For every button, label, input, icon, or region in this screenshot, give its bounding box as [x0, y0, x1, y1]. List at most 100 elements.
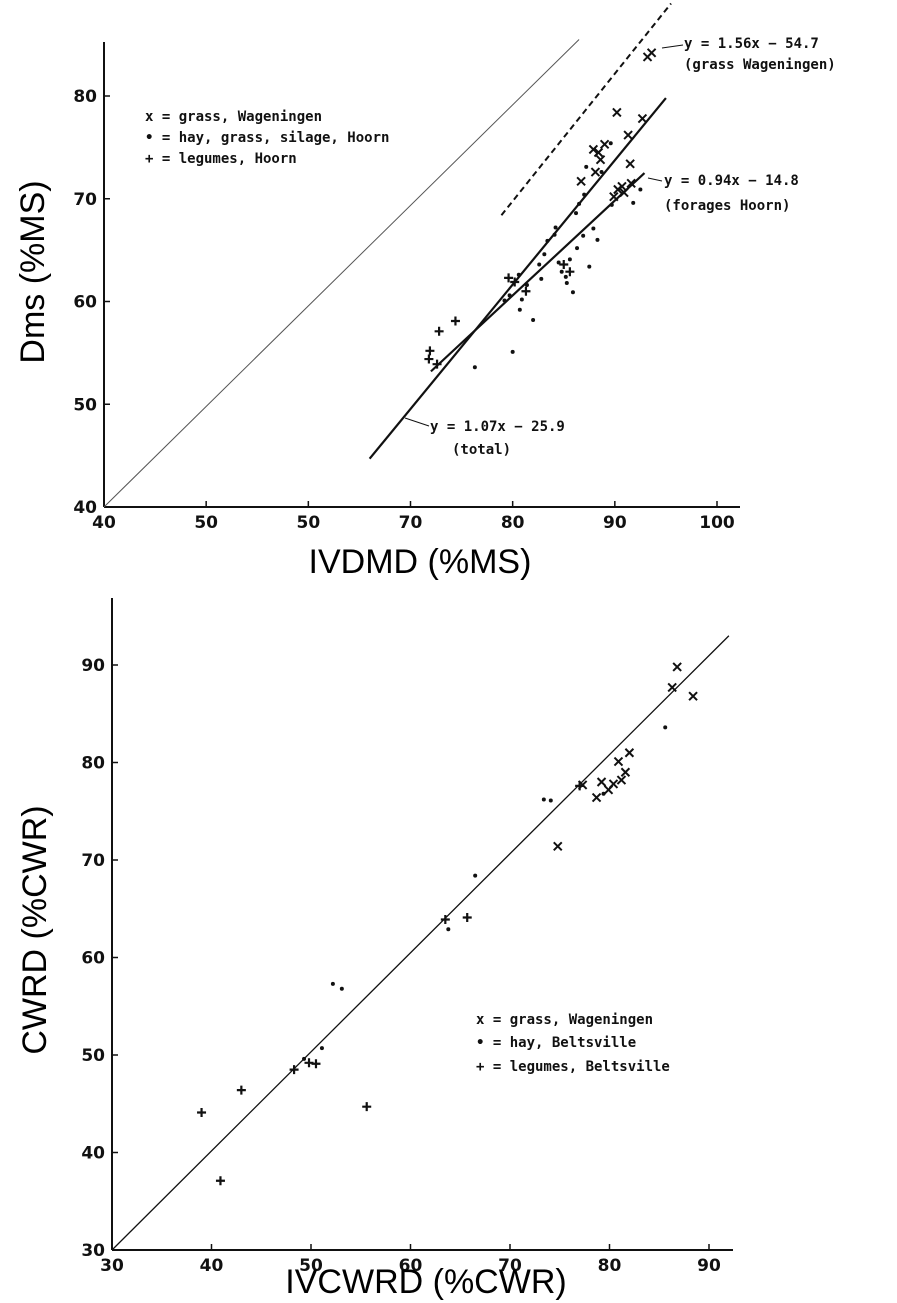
point-hay-grass-silage-hoorn — [584, 164, 589, 169]
point-hay-grass-silage-hoorn — [577, 201, 582, 206]
point-hay-grass-silage-hoorn — [553, 225, 558, 230]
point-legumes-hoorn — [450, 316, 460, 326]
point-hay-grass-silage-hoorn — [559, 269, 564, 274]
chart1-axes — [103, 42, 740, 508]
point-legumes-hoorn — [432, 359, 442, 369]
point-grass-wageningen — [625, 159, 635, 169]
chart2-x-tick-label: 40 — [200, 1256, 224, 1276]
point-hay-grass-silage-hoorn — [575, 246, 580, 251]
chart1-x-tick-label: 80 — [501, 513, 525, 533]
point-hay-grass-silage-hoorn — [552, 232, 557, 237]
point-grass-wageningen — [593, 147, 604, 158]
annotation-forages-equation: y = 0.94x − 14.8 — [664, 173, 799, 189]
point-hay-grass-silage-hoorn — [587, 264, 592, 269]
chart1-line-identity — [103, 39, 580, 508]
point-legumes-beltsville — [236, 1085, 246, 1095]
point-grass-wageningen — [688, 691, 698, 701]
point-legumes-beltsville — [575, 781, 585, 791]
chart2-y-tick-labels: 30 40 50 60 70 80 90 — [81, 656, 105, 1261]
point-grass-wageningen — [619, 187, 629, 198]
annotation-grass-label: (grass Wageningen) — [684, 57, 836, 73]
annotation-grass-equation: y = 1.56x − 54.7 — [684, 36, 819, 52]
chart-digestibility-dms-vs-ivdmd: 40 50 50 70 80 90 100 40 50 60 70 80 x = grass, Wa… — [14, 2, 836, 581]
chart1-x-tick-label: 40 — [92, 513, 116, 533]
point-hay-beltsville — [541, 797, 546, 802]
point-hay-grass-silage-hoorn — [582, 192, 587, 197]
point-hay-beltsville — [330, 981, 335, 986]
chart1-legend-entry-hay: • = hay, grass, silage, Hoorn — [145, 130, 389, 146]
point-hay-grass-silage-hoorn — [595, 237, 600, 242]
point-grass-wageningen — [576, 176, 586, 186]
annotation-forages-label: (forages Hoorn) — [664, 198, 790, 214]
chart2-y-tick-label: 90 — [81, 656, 105, 676]
point-hay-beltsville — [548, 798, 553, 803]
point-hay-grass-silage-hoorn — [599, 170, 604, 175]
point-hay-grass-silage-hoorn — [519, 297, 524, 302]
point-legumes-hoorn — [559, 260, 569, 270]
chart1-x-axis-title: IVDMD (%MS) — [309, 543, 532, 581]
annotation-total-equation: y = 1.07x − 25.9 — [430, 419, 565, 435]
point-grass-wageningen — [646, 48, 657, 58]
chart2-x-tick-label: 50 — [299, 1256, 323, 1276]
chart1-y-tick-label: 40 — [73, 498, 97, 518]
point-grass-wageningen — [591, 792, 602, 803]
point-hay-grass-silage-hoorn — [591, 226, 596, 231]
chart2-y-tick-label: 40 — [81, 1144, 105, 1164]
annotation-grass-leader — [661, 44, 684, 49]
point-legumes-hoorn — [424, 354, 434, 364]
point-hay-grass-silage-hoorn — [574, 211, 579, 216]
point-hay-grass-silage-hoorn — [531, 317, 536, 322]
chart1-legend-entry-grass: x = grass, Wageningen — [145, 109, 322, 125]
chart2-x-axis-title: IVCWRD (%CWR) — [285, 1263, 566, 1301]
point-legumes-beltsville — [197, 1108, 207, 1118]
chart1-x-tick-label: 100 — [699, 513, 735, 533]
chart2-reference-line — [111, 635, 730, 1251]
point-hay-grass-silage-hoorn — [537, 262, 542, 267]
point-grass-wageningen — [637, 113, 648, 124]
point-grass-wageningen — [613, 756, 624, 767]
chart1-y-tick-labels: 40 50 60 70 80 — [73, 87, 97, 518]
annotation-total-label: (total) — [452, 442, 511, 458]
point-grass-wageningen — [595, 154, 606, 165]
chart2-legend-entry-legumes: + = legumes, Beltsville — [476, 1059, 670, 1075]
point-hay-grass-silage-hoorn — [510, 349, 515, 354]
chart2-y-axis-title: CWRD (%CWR) — [16, 805, 54, 1054]
point-hay-beltsville — [473, 873, 478, 878]
point-legumes-beltsville — [311, 1059, 321, 1069]
chart2-x-tick-label: 60 — [399, 1256, 423, 1276]
chart1-y-tick-label: 50 — [73, 395, 97, 415]
point-hay-beltsville — [601, 791, 606, 796]
point-grass-wageningen — [609, 191, 619, 202]
annotation-forages-leader — [647, 177, 663, 182]
point-hay-grass-silage-hoorn — [516, 272, 521, 277]
chart1-x-tick-label: 50 — [296, 513, 320, 533]
chart1-y-tick-label: 70 — [73, 190, 97, 210]
point-grass-wageningen — [590, 167, 601, 177]
chart1-line-y-1-07x-25-9-total — [368, 97, 667, 460]
chart-cell-wall-digestibility: 30 40 50 60 70 80 90 30 40 50 60 70 80 90 x = grass,… — [16, 598, 733, 1301]
point-hay-grass-silage-hoorn — [581, 233, 586, 238]
point-grass-wageningen — [596, 777, 607, 787]
point-hay-grass-silage-hoorn — [567, 257, 572, 262]
chart1-line-y-1-56x-54-7-grass-wageninge — [500, 2, 672, 216]
point-grass-wageningen — [617, 181, 627, 192]
point-legumes-beltsville — [362, 1102, 372, 1112]
point-hay-grass-silage-hoorn — [563, 274, 568, 279]
chart2-legend-entry-hay: • = hay, Beltsville — [476, 1035, 636, 1051]
point-hay-grass-silage-hoorn — [539, 276, 544, 281]
point-grass-wageningen — [608, 779, 619, 789]
chart2-x-tick-labels: 30 40 50 60 70 80 90 — [100, 1256, 721, 1276]
chart1-line-y-0-94x-14-8-forages-hoorn — [430, 172, 646, 373]
chart1-y-tick-label: 60 — [73, 293, 97, 313]
point-legumes-hoorn — [510, 277, 520, 287]
annotation-total-leader — [404, 417, 430, 427]
chart1-x-tick-label: 50 — [194, 513, 218, 533]
chart2-points — [197, 662, 698, 1186]
point-hay-grass-silage-hoorn — [507, 293, 512, 298]
chart1-x-tick-labels: 40 50 50 70 80 90 100 — [92, 513, 735, 533]
point-legumes-beltsville — [215, 1176, 225, 1186]
point-hay-grass-silage-hoorn — [609, 202, 614, 207]
point-grass-wageningen — [616, 775, 627, 785]
chart2-x-tick-label: 70 — [498, 1256, 522, 1276]
